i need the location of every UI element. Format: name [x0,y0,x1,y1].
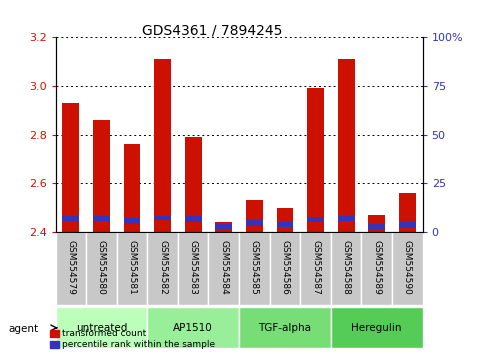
Bar [154,216,171,221]
Text: TGF-alpha: TGF-alpha [258,323,312,333]
Text: GSM554581: GSM554581 [128,240,137,295]
Bar [62,216,79,221]
Bar [246,221,263,226]
Bar [93,216,110,221]
Bar [277,208,293,232]
Bar [246,200,263,232]
Text: GSM554585: GSM554585 [250,240,259,295]
Bar [185,137,201,232]
Bar [331,308,423,348]
Text: untreated: untreated [76,323,127,333]
Text: GSM554589: GSM554589 [372,240,381,295]
Bar [62,103,79,232]
Bar [307,217,324,222]
Legend: transformed count, percentile rank within the sample: transformed count, percentile rank withi… [50,329,215,349]
Text: GSM554586: GSM554586 [281,240,289,295]
Bar [215,222,232,232]
Text: GDS4361 / 7894245: GDS4361 / 7894245 [142,23,283,37]
Bar [124,218,141,224]
Bar [56,308,147,348]
Bar [392,232,423,305]
Text: AP1510: AP1510 [173,323,213,333]
Bar [209,232,239,305]
Bar [117,232,147,305]
Bar [369,224,385,230]
Bar [307,88,324,232]
Bar [331,232,361,305]
Bar [86,232,117,305]
Bar [93,120,110,232]
Text: GSM554587: GSM554587 [311,240,320,295]
Bar [147,232,178,305]
Bar [300,232,331,305]
Text: GSM554582: GSM554582 [158,240,167,295]
Text: agent: agent [9,324,39,333]
Bar [147,308,239,348]
Bar [154,59,171,232]
Bar [178,232,209,305]
Text: GSM554583: GSM554583 [189,240,198,295]
Bar [124,144,141,232]
Text: GSM554580: GSM554580 [97,240,106,295]
Text: GSM554584: GSM554584 [219,240,228,295]
Bar [56,232,86,305]
Bar [277,222,293,227]
Bar [399,222,416,228]
Bar [239,308,331,348]
Text: GSM554579: GSM554579 [66,240,75,295]
Bar [239,232,270,305]
Bar [399,193,416,232]
Bar [338,59,355,232]
Bar [369,215,385,232]
Bar [338,216,355,221]
Text: GSM554590: GSM554590 [403,240,412,295]
Bar [185,216,201,222]
Bar [270,232,300,305]
Text: Heregulin: Heregulin [352,323,402,333]
Bar [361,232,392,305]
Text: GSM554588: GSM554588 [341,240,351,295]
Bar [215,224,232,230]
